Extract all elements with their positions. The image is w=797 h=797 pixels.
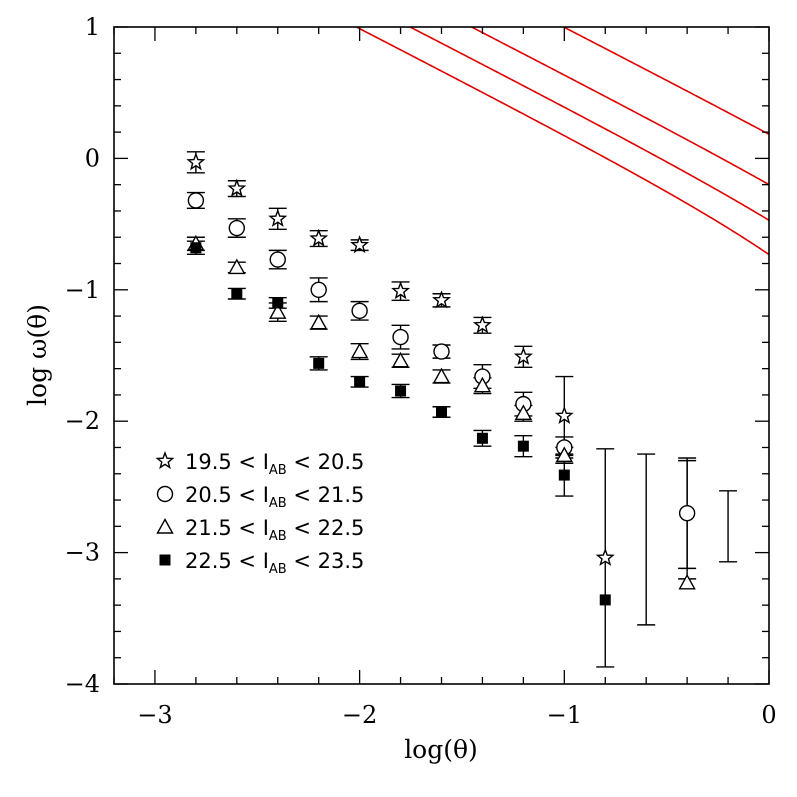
data-point-square [558,469,570,481]
x-tick-label: −1 [547,701,582,729]
data-point-star [350,235,370,254]
y-tick-label: −4 [65,670,100,698]
legend-label: 21.5 < IAB < 22.5 [185,516,364,544]
legend-label: 20.5 < IAB < 21.5 [185,483,364,511]
error-bars [186,151,738,668]
data-point-square [190,242,202,254]
data-point-triangle [432,367,451,384]
legend-marker-triangle [156,518,174,534]
data-point-star [309,228,329,247]
data-point-circle [392,328,409,346]
fit-curve-3 [408,27,769,221]
legend-marker-star [155,451,175,470]
data-point-square [272,297,284,309]
data-point-circle [351,302,368,320]
data-point-star [186,152,206,171]
data-point-circle [187,192,205,209]
data-point-square [313,357,325,369]
fit-curve-2 [469,27,769,186]
legend-entry: 19.5 < IAB < 20.5 [155,450,364,478]
data-point-triangle [678,573,696,590]
x-tick-label: −3 [137,701,172,729]
data-point-square [395,385,407,397]
data-point-star [554,405,574,425]
data-point-triangle [555,446,574,463]
fit-curve-1 [561,27,769,136]
legend-marker-circle [156,485,174,503]
legend-entry: 21.5 < IAB < 22.5 [156,516,364,544]
data-point-star [432,290,451,309]
data-point-triangle [309,313,328,330]
legend-entry: 20.5 < IAB < 21.5 [156,483,364,511]
data-point-triangle [473,376,492,393]
y-tick-label: 0 [85,144,100,172]
y-tick-label: −2 [65,407,100,435]
fit-curve-4 [354,27,769,256]
legend-label: 22.5 < IAB < 23.5 [185,549,364,577]
data-point-triangle [228,258,246,275]
data-point-square [354,376,366,388]
y-axis-label: log ω(θ) [23,304,52,406]
data-point-circle [310,281,327,298]
data-point-star [595,547,615,566]
data-points [186,152,696,606]
fit-curves [354,27,769,256]
x-tick-label: 0 [761,701,776,729]
data-point-star [513,346,533,365]
data-point-square [517,440,529,452]
data-point-square [231,288,243,300]
data-point-circle [228,219,246,237]
axis-ticks [113,26,770,685]
data-point-circle [433,343,450,360]
data-point-star [268,208,288,227]
data-point-square [599,594,611,606]
legend-label: 19.5 < IAB < 20.5 [185,450,364,478]
y-tick-label: −3 [65,539,100,567]
legend-marker-square [159,554,171,566]
data-point-triangle [350,342,369,359]
data-point-triangle [269,303,287,319]
data-point-star [227,178,247,197]
legend-entry: 22.5 < IAB < 23.5 [159,549,364,577]
tick-labels: −3 −2 −1 0 1 0 −1 −2 −3 −4 [65,13,777,729]
data-point-square [436,406,447,418]
data-point-circle [678,504,696,522]
data-point-triangle [514,404,533,421]
data-point-circle [269,251,286,268]
data-point-star [391,281,411,300]
data-point-star [472,315,492,334]
legend: 19.5 < IAB < 20.5 20.5 < IAB < 21.5 21.5 <… [155,450,364,577]
x-tick-label: −2 [342,701,377,729]
y-tick-label: 1 [85,13,100,41]
x-axis-label: log(θ) [404,735,478,764]
data-point-triangle [391,351,410,368]
y-tick-label: −1 [65,276,100,304]
data-point-square [476,432,488,444]
